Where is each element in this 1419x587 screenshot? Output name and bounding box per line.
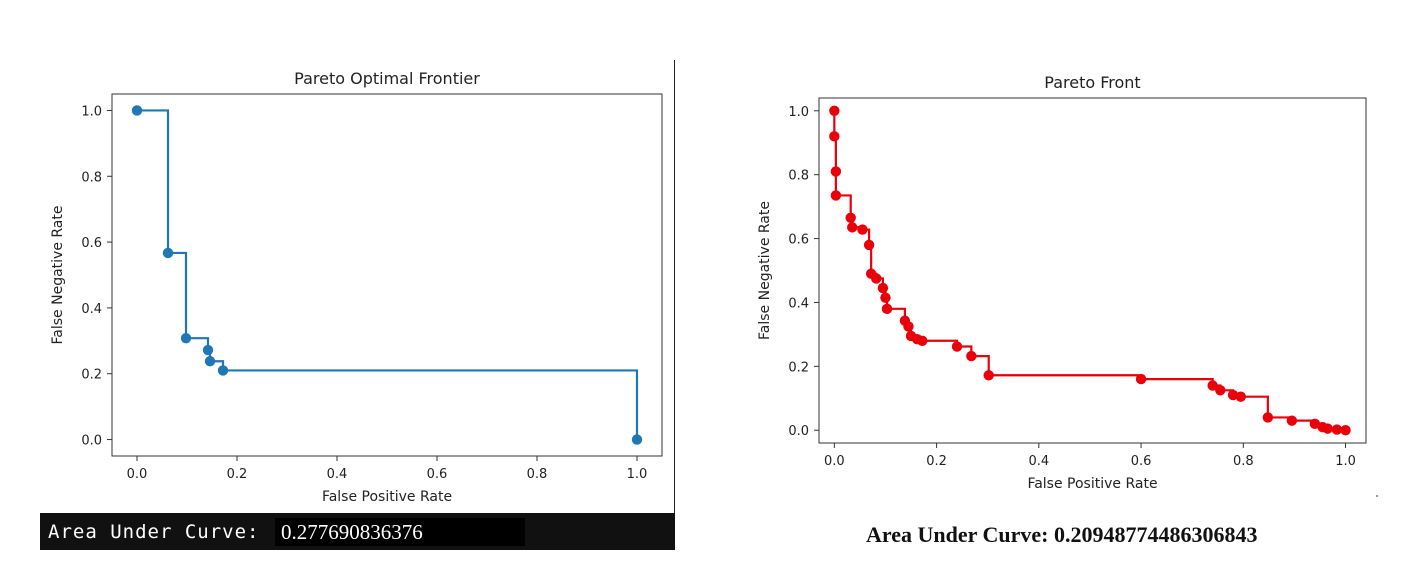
- c0-data-point: [204, 356, 216, 367]
- c1-x-tick-label: 0.4: [1028, 454, 1049, 469]
- c0-plot-frame: [111, 93, 663, 457]
- right-auc-text: Area Under Curve: 0.20948774486306843: [866, 522, 1258, 547]
- c1-y-axis-label: False Negative Rate: [757, 201, 773, 340]
- c0-y-axis-label: False Negative Rate: [50, 206, 66, 345]
- c1-data-point: [877, 282, 889, 294]
- c0-x-tick-label: 0.6: [427, 467, 448, 482]
- c1-data-point: [917, 335, 928, 346]
- c1-data-point: [1135, 373, 1147, 385]
- c1-data-point: [1262, 412, 1274, 423]
- c1-y-tick-label: 0.8: [788, 169, 809, 184]
- c1-data-point: [863, 239, 875, 251]
- c0-x-tick-label: 0.8: [527, 467, 548, 482]
- c1-data-point: [830, 166, 842, 177]
- c1-data-point: [966, 350, 977, 362]
- c0-x-tick-label: 1.0: [627, 467, 648, 482]
- c0-y-tick-label: 0.6: [81, 236, 102, 251]
- c0-y-tick-label: 0.2: [81, 368, 102, 383]
- c1-data-point: [903, 321, 914, 332]
- c1-y-tick-label: 1.0: [788, 105, 809, 120]
- c1-data-point: [830, 190, 842, 201]
- c1-y-tick-label: 0.6: [788, 233, 809, 248]
- c1-data-point: [983, 370, 994, 381]
- c0-data-point: [162, 247, 174, 259]
- c0-x-axis-label: False Positive Rate: [322, 489, 452, 505]
- c1-data-point: [1207, 380, 1218, 391]
- c1-x-tick-label: 1.0: [1335, 454, 1356, 469]
- c1-y-tick-label: 0.0: [788, 424, 809, 439]
- c1-data-point: [1286, 415, 1298, 426]
- c0-frontier-line: [137, 109, 639, 440]
- c1-data-point: [829, 105, 840, 116]
- c0-y-tick-label: 0.8: [81, 170, 102, 185]
- c1-title: Pareto Front: [1044, 73, 1140, 92]
- c1-frontier-line: [833, 110, 1347, 431]
- c0-y-tick-label: 0.4: [81, 302, 102, 317]
- c0-data-point: [202, 344, 214, 356]
- c0-data-point: [180, 332, 192, 344]
- left-auc-value: 0.277690836376: [281, 520, 423, 544]
- c0-data-point: [131, 105, 143, 116]
- c1-data-point: [857, 224, 868, 235]
- c1-data-point: [845, 212, 856, 223]
- c0-y-tick-label: 0.0: [81, 434, 102, 449]
- c1-y-tick-label: 0.2: [788, 360, 809, 375]
- c0-title: Pareto Optimal Frontier: [294, 69, 480, 88]
- c0-y-tick-label: 1.0: [81, 104, 102, 119]
- c1-x-axis-label: False Positive Rate: [1027, 476, 1157, 492]
- c1-data-point: [1340, 425, 1351, 436]
- right-chart: Pareto Front 0.0 0.2 0.4 0.6 0.8 1.0 0.0 0.2 0.4 0…: [757, 73, 1367, 492]
- c1-data-point: [880, 292, 891, 303]
- c0-x-tick-label: 0.0: [127, 467, 148, 482]
- c1-x-tick-label: 0.6: [1131, 454, 1152, 469]
- c1-data-point: [1235, 391, 1246, 402]
- c1-data-point: [951, 341, 963, 352]
- c1-data-point: [881, 303, 893, 315]
- left-chart: Pareto Optimal Frontier 0.0 0.2 0.4 0.6 0.8 1.…: [50, 69, 663, 505]
- c1-x-tick-label: 0.0: [824, 454, 845, 469]
- c1-x-tick-label: 0.8: [1233, 454, 1254, 469]
- c1-data-point: [847, 222, 858, 233]
- c1-data-point: [1215, 385, 1226, 396]
- c1-data-point: [1322, 423, 1333, 434]
- c1-data-point: [871, 273, 882, 284]
- c1-data-point: [1331, 424, 1343, 435]
- c0-x-tick-label: 0.4: [327, 467, 348, 482]
- left-auc-label: Area Under Curve:: [48, 521, 260, 543]
- c1-y-tick-label: 0.4: [788, 296, 809, 311]
- left-auc-value-box: [275, 518, 525, 546]
- panel-divider: [674, 60, 675, 550]
- c0-data-point: [631, 434, 643, 445]
- c1-plot-frame: [818, 97, 1367, 444]
- stray-dot: [1376, 495, 1378, 497]
- c0-x-tick-label: 0.2: [227, 467, 248, 482]
- c1-x-tick-label: 0.2: [926, 454, 947, 469]
- c0-data-point: [217, 365, 229, 376]
- c1-data-point: [829, 131, 840, 142]
